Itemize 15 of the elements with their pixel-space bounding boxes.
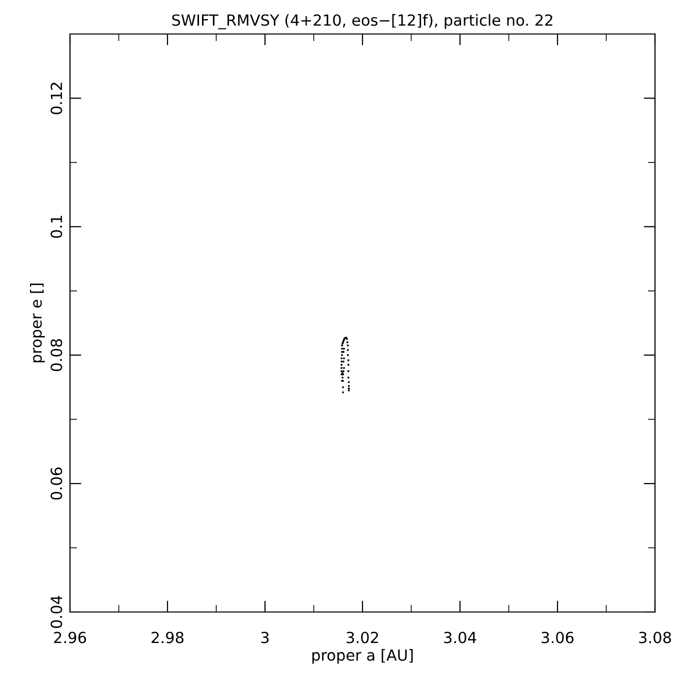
y-tick-label: 0.04: [50, 596, 62, 628]
chart-title: SWIFT_RMVSY (4+210, eos−[12]f), particle no. 22: [172, 14, 552, 30]
x-tick-label: 3.02: [346, 632, 378, 644]
y-tick-label: 0.08: [50, 339, 62, 372]
y-tick-label: 0.06: [50, 468, 62, 500]
x-axis-title: proper a [AU]: [312, 649, 413, 664]
x-tick-label: 3.04: [444, 632, 476, 644]
x-tick-label: 2.96: [54, 632, 86, 644]
x-tick-label: 3.08: [639, 632, 671, 644]
x-tick-label: 3: [261, 632, 269, 644]
x-tick-label: 2.98: [152, 632, 184, 644]
y-axis-title: proper e []: [30, 284, 45, 362]
y-tick-label: 0.12: [50, 82, 62, 114]
y-tick-label: 0.1: [50, 216, 62, 238]
x-tick-label: 3.06: [542, 632, 574, 644]
